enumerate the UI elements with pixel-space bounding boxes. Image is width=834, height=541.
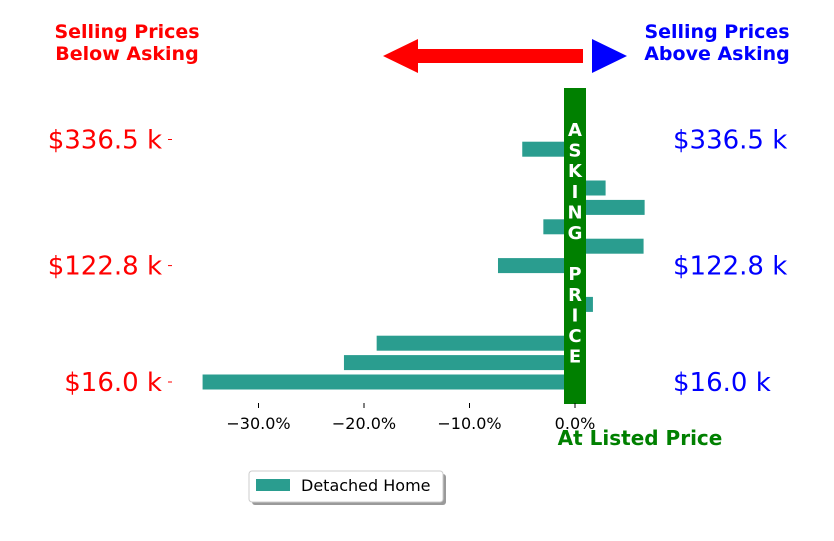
- x-axis: −30.0% −20.0% −10.0% 0.0%: [226, 403, 595, 433]
- asking-letter-1: S: [569, 141, 582, 162]
- right-arrow-icon: [592, 39, 627, 73]
- asking-letter-7: P: [568, 264, 581, 285]
- y-axis-left: $16.0 k $122.8 k $336.5 k: [48, 126, 172, 398]
- x-tick-label-0: −30.0%: [226, 414, 290, 433]
- y-left-label-0: $16.0 k: [64, 368, 162, 398]
- bar-12: [522, 141, 575, 157]
- x-tick-label-2: −10.0%: [437, 414, 501, 433]
- asking-letter-3: I: [572, 182, 579, 203]
- bar-0: [202, 374, 575, 390]
- left-arrow-icon: [383, 39, 583, 73]
- x-tick-label-3: 0.0%: [555, 414, 596, 433]
- bar-9: [575, 199, 645, 215]
- y-axis-right: $16.0 k $122.8 k $336.5 k: [673, 126, 787, 399]
- asking-price-band: [564, 88, 586, 404]
- header-right-line2: Above Asking: [644, 43, 790, 65]
- y-left-label-2: $336.5 k: [48, 126, 162, 156]
- bar-1: [343, 355, 575, 371]
- asking-letter-8: R: [568, 285, 582, 306]
- x-tick-label-1: −20.0%: [332, 414, 396, 433]
- header-right-line1: Selling Prices: [644, 21, 789, 43]
- header-left-line1: Selling Prices: [54, 21, 199, 43]
- asking-letter-2: K: [568, 161, 583, 182]
- asking-letter-4: N: [567, 202, 582, 223]
- asking-letter-10: C: [568, 326, 581, 347]
- asking-letter-9: I: [572, 305, 579, 326]
- bar-6: [497, 258, 575, 274]
- bar-2: [376, 335, 575, 351]
- at-listed-price-label: At Listed Price: [558, 426, 723, 450]
- legend-swatch: [256, 479, 290, 491]
- asking-letter-11: E: [569, 347, 581, 368]
- y-left-label-1: $122.8 k: [48, 252, 162, 282]
- y-right-label-1: $122.8 k: [673, 252, 787, 282]
- y-right-label-0: $16.0 k: [673, 368, 771, 398]
- header-left-line2: Below Asking: [55, 43, 198, 65]
- asking-letter-0: A: [568, 120, 582, 141]
- y-right-label-2: $336.5 k: [673, 126, 787, 156]
- legend-label: Detached Home: [301, 476, 431, 495]
- asking-letter-5: G: [568, 223, 583, 244]
- bar-7: [575, 238, 644, 254]
- legend: Detached Home: [248, 470, 446, 505]
